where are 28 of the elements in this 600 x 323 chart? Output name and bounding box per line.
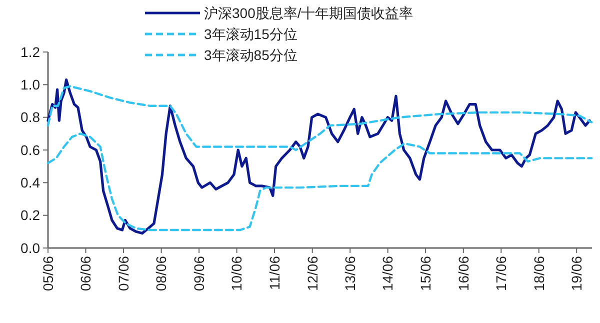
x-tick-label: 14/06 <box>380 256 396 292</box>
x-tick-label: 17/06 <box>493 256 510 292</box>
y-tick-label: 0.8 <box>20 109 40 126</box>
y-tick-label: 0.6 <box>20 142 40 158</box>
line-series <box>46 85 593 152</box>
x-tick-label: 09/06 <box>190 256 207 292</box>
x-tick-label: 15/06 <box>417 256 434 292</box>
x-tick-label: 19/06 <box>568 256 584 292</box>
line-series <box>46 132 593 232</box>
x-tick-label: 06/06 <box>78 256 94 292</box>
legend-label: 3年滚动15分位 <box>204 26 298 42</box>
legend-label: 沪深300股息率/十年期国债收益率 <box>204 4 414 21</box>
x-tick-label: 12/06 <box>304 256 320 292</box>
y-tick-label: 1.0 <box>20 76 40 93</box>
x-tick-label: 05/06 <box>40 256 56 292</box>
legend-label: 3年滚动85分位 <box>204 46 298 63</box>
x-tick-label: 13/06 <box>342 256 358 292</box>
y-tick-label: 0.0 <box>20 240 40 256</box>
y-tick-label: 0.2 <box>20 207 40 224</box>
x-tick-label: 18/06 <box>530 256 547 292</box>
x-tick-label: 16/06 <box>455 256 472 292</box>
x-tick-label: 07/06 <box>115 256 132 292</box>
x-tick-label: 08/06 <box>153 256 170 292</box>
y-tick-label: 0.4 <box>20 174 40 191</box>
x-tick-label: 11/06 <box>266 256 282 290</box>
y-tick-label: 1.2 <box>20 44 40 60</box>
line-series <box>46 78 591 235</box>
x-tick-label: 10/06 <box>228 256 245 292</box>
